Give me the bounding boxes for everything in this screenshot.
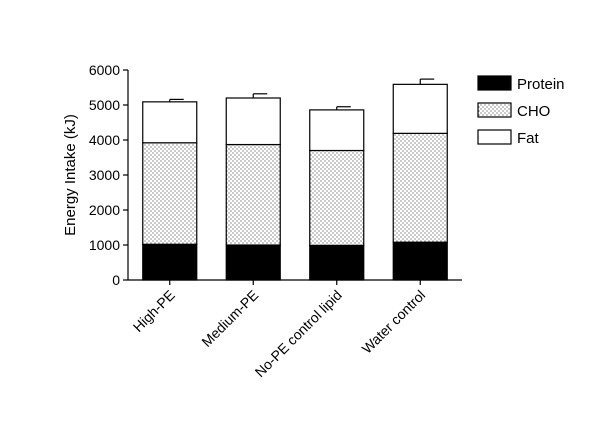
bar-segment-fat — [392, 83, 448, 134]
x-tick-label: High-PE — [130, 287, 178, 335]
y-axis: 0 1000 2000 3000 4000 5000 6000 — [89, 62, 129, 288]
y-tick-label: 5000 — [89, 97, 120, 113]
legend-item-fat: Fat — [477, 129, 540, 147]
legend-swatch — [477, 75, 512, 91]
x-tick-label: Water control — [359, 287, 429, 357]
legend: Protein CHO Fat — [477, 75, 565, 147]
x-tick-label: Medium-PE — [198, 287, 261, 350]
bar-stack — [309, 106, 365, 281]
legend-swatch — [477, 102, 512, 118]
bar-stack — [225, 93, 281, 281]
y-tick-label: 1000 — [89, 237, 120, 253]
bar-segment-cho — [309, 149, 365, 246]
bar-segment-fat — [225, 97, 281, 146]
legend-label: Protein — [517, 76, 565, 93]
legend-item-cho: CHO — [477, 102, 550, 120]
bar-segment-fat — [142, 101, 198, 144]
y-axis-label: Energy Intake (kJ) — [62, 114, 79, 236]
bar-segment-cho — [392, 132, 448, 243]
y-tick-label: 6000 — [89, 62, 120, 78]
legend-label: Fat — [517, 130, 540, 147]
bar-segment-cho — [142, 142, 198, 245]
legend-label: CHO — [517, 103, 550, 120]
bar-segment-protein — [309, 244, 365, 281]
y-tick-label: 2000 — [89, 202, 120, 218]
bar-segment-protein — [142, 243, 198, 281]
legend-swatch — [477, 129, 512, 145]
bar-segment-cho — [225, 143, 281, 246]
bar-stack — [392, 78, 448, 281]
x-tick-label: No-PE control lipid — [252, 287, 345, 380]
bar-stack — [142, 98, 198, 281]
bar-segment-fat — [309, 109, 365, 152]
legend-item-protein: Protein — [477, 75, 565, 93]
y-tick-label: 3000 — [89, 167, 120, 183]
bar-segment-protein — [225, 244, 281, 281]
y-tick-label: 4000 — [89, 132, 120, 148]
bar-segment-protein — [392, 241, 448, 281]
y-tick-label: 0 — [112, 272, 120, 288]
bars — [142, 78, 448, 281]
